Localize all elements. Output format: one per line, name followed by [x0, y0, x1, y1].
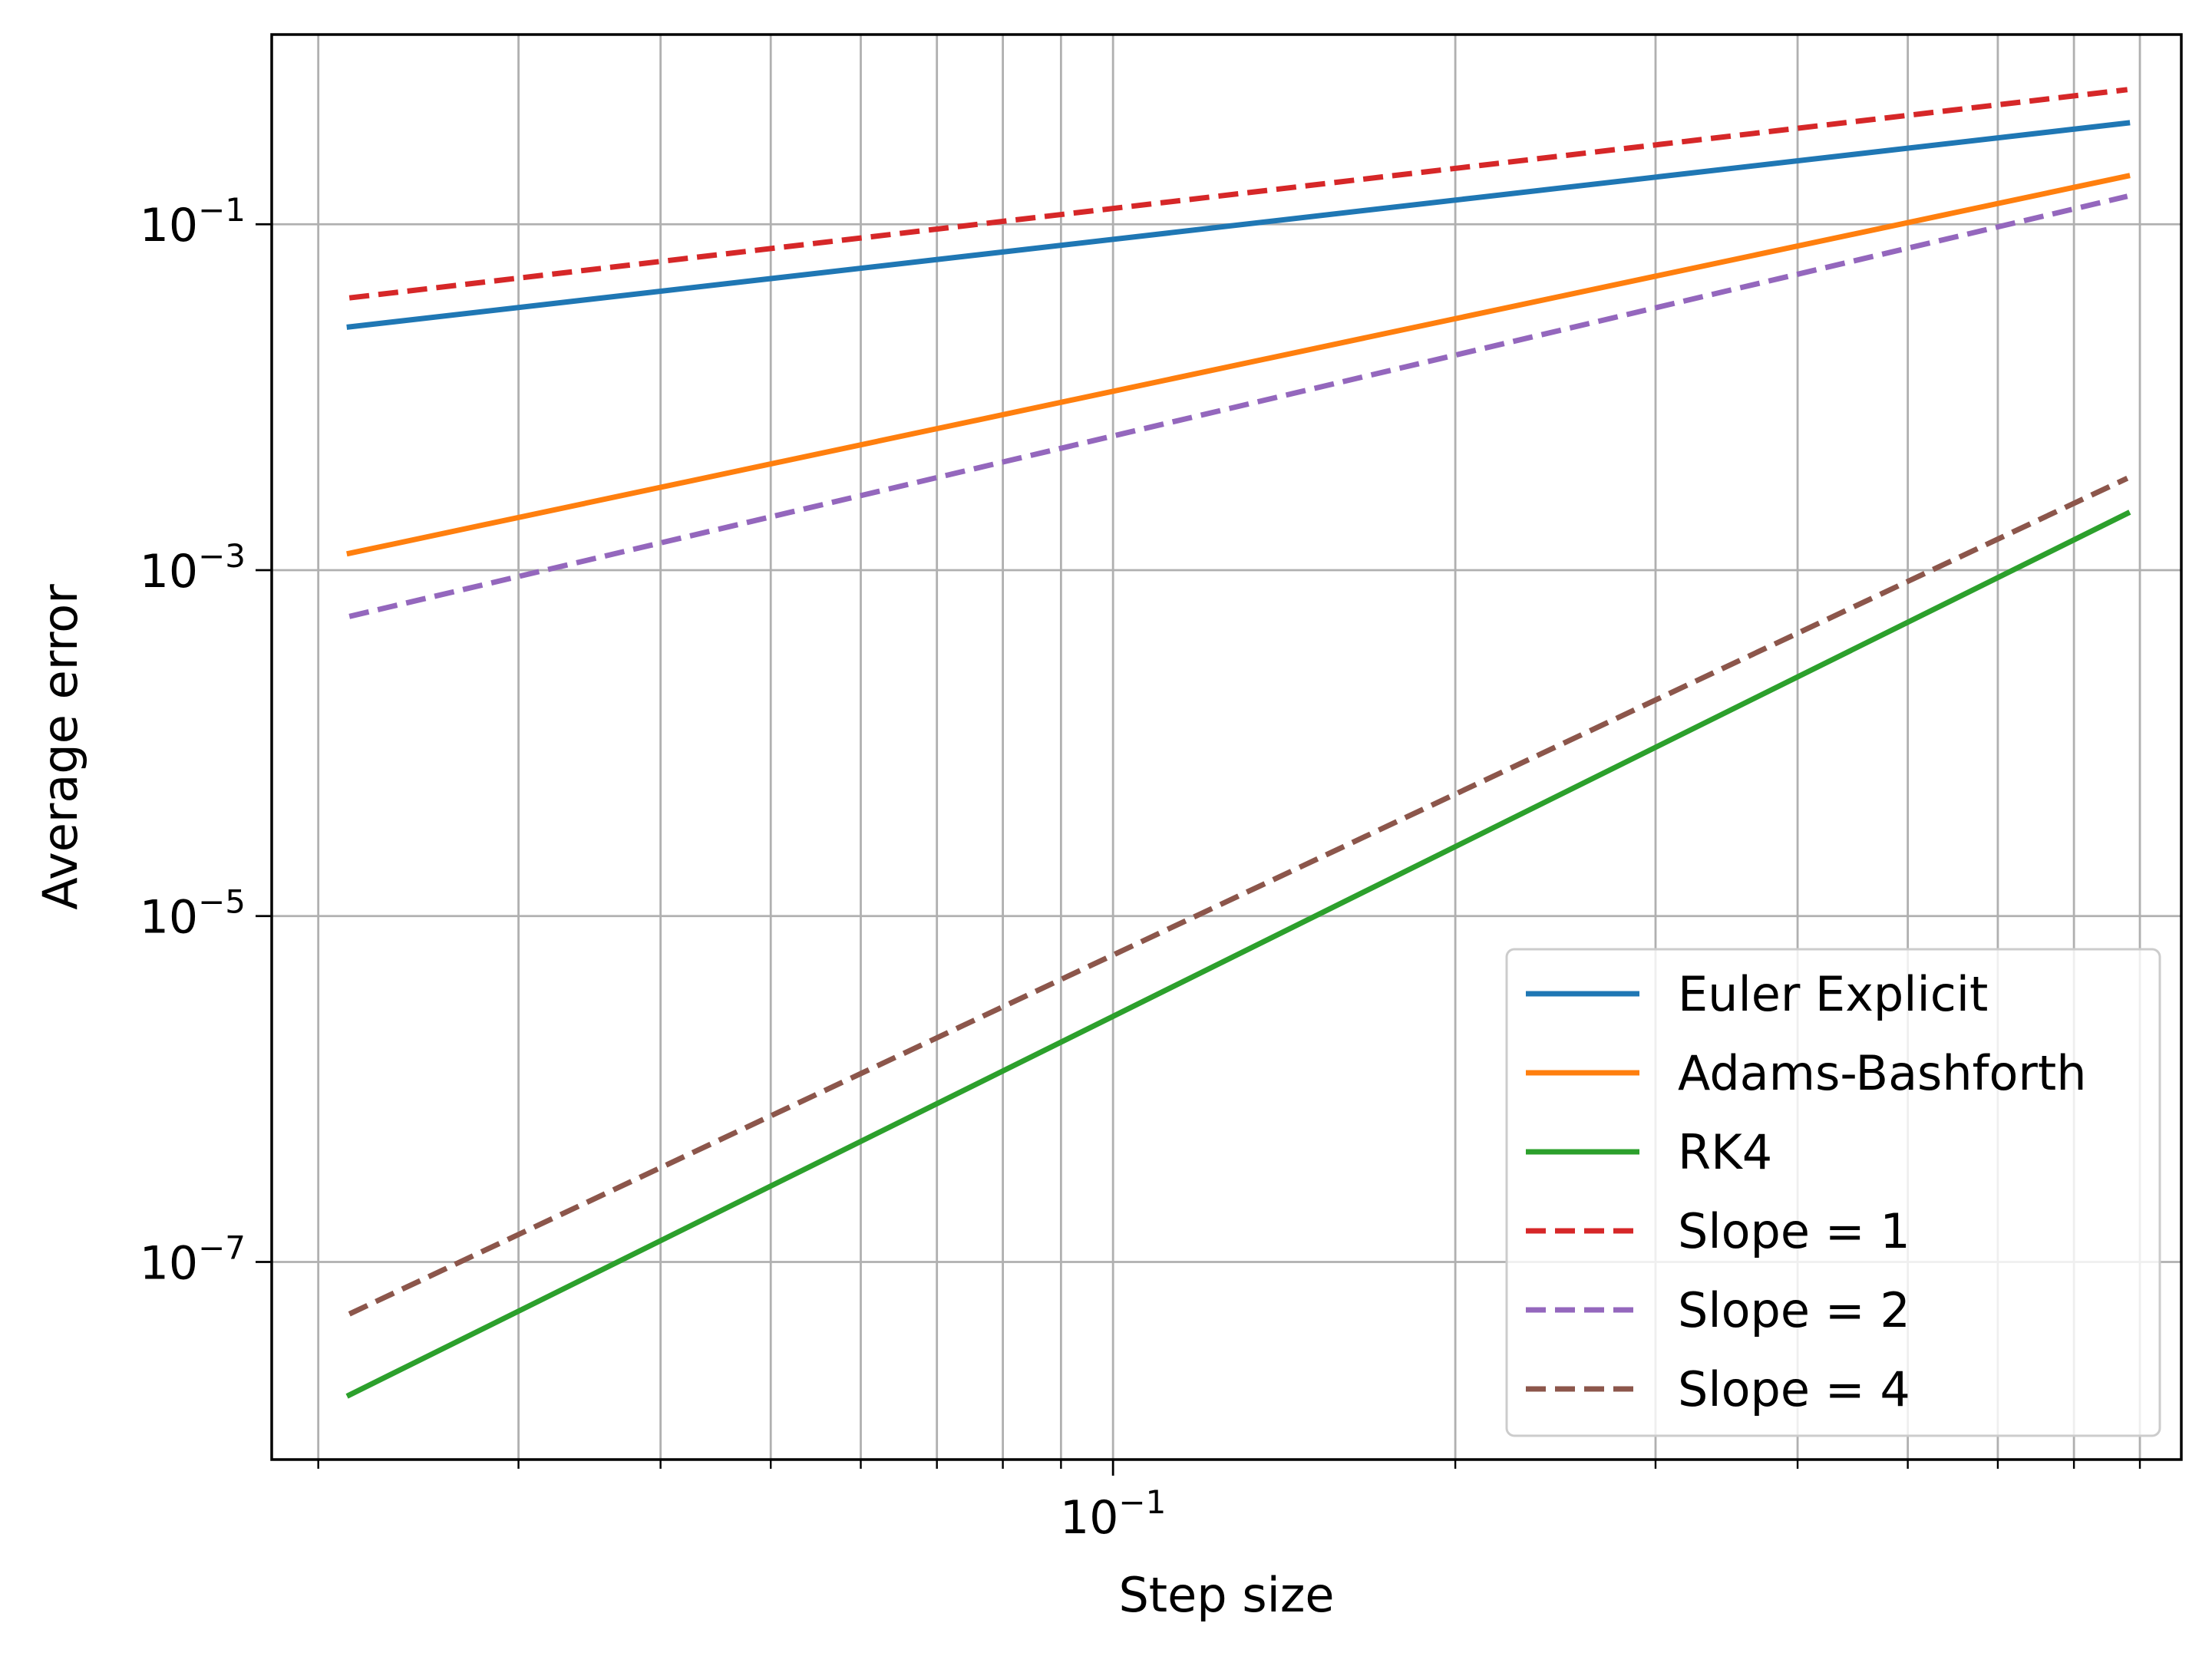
legend-label-euler-explicit: Euler Explicit	[1678, 966, 1988, 1022]
legend-label-slope-4: Slope = 4	[1678, 1361, 1910, 1417]
x-axis-label: Step size	[1118, 1567, 1334, 1623]
legend: Euler Explicit Adams-Bashforth RK4 Slope = …	[1505, 948, 2161, 1437]
series-line-slope-4	[348, 476, 2129, 1317]
y-tick-label: 10−3	[140, 537, 246, 599]
series-line-euler-explicit	[346, 120, 2131, 330]
y-axis-label: Average error	[32, 584, 88, 910]
series-lines	[345, 87, 2131, 1399]
legend-label-rk4: RK4	[1678, 1124, 1772, 1180]
series-line-adams-bashforth	[346, 173, 2131, 557]
plot-frame	[270, 33, 2183, 1461]
y-tick-label: 10−5	[140, 883, 246, 945]
y-tick-label: 10−7	[140, 1229, 246, 1290]
x-tick-label: 10−1	[1060, 1483, 1166, 1545]
y-tick-label: 10−1	[140, 191, 246, 252]
axis-ticks: 10−1 10−1 10−3 10−5 10−7	[140, 191, 2141, 1545]
legend-label-adams-bashforth: Adams-Bashforth	[1678, 1045, 2087, 1101]
series-line-rk4	[345, 510, 2131, 1399]
legend-label-slope-2: Slope = 2	[1678, 1282, 1910, 1338]
series-line-slope-1	[348, 87, 2128, 301]
legend-label-slope-1: Slope = 1	[1678, 1203, 1910, 1259]
legend-box	[1505, 948, 2161, 1437]
series-line-slope-2	[348, 193, 2128, 619]
